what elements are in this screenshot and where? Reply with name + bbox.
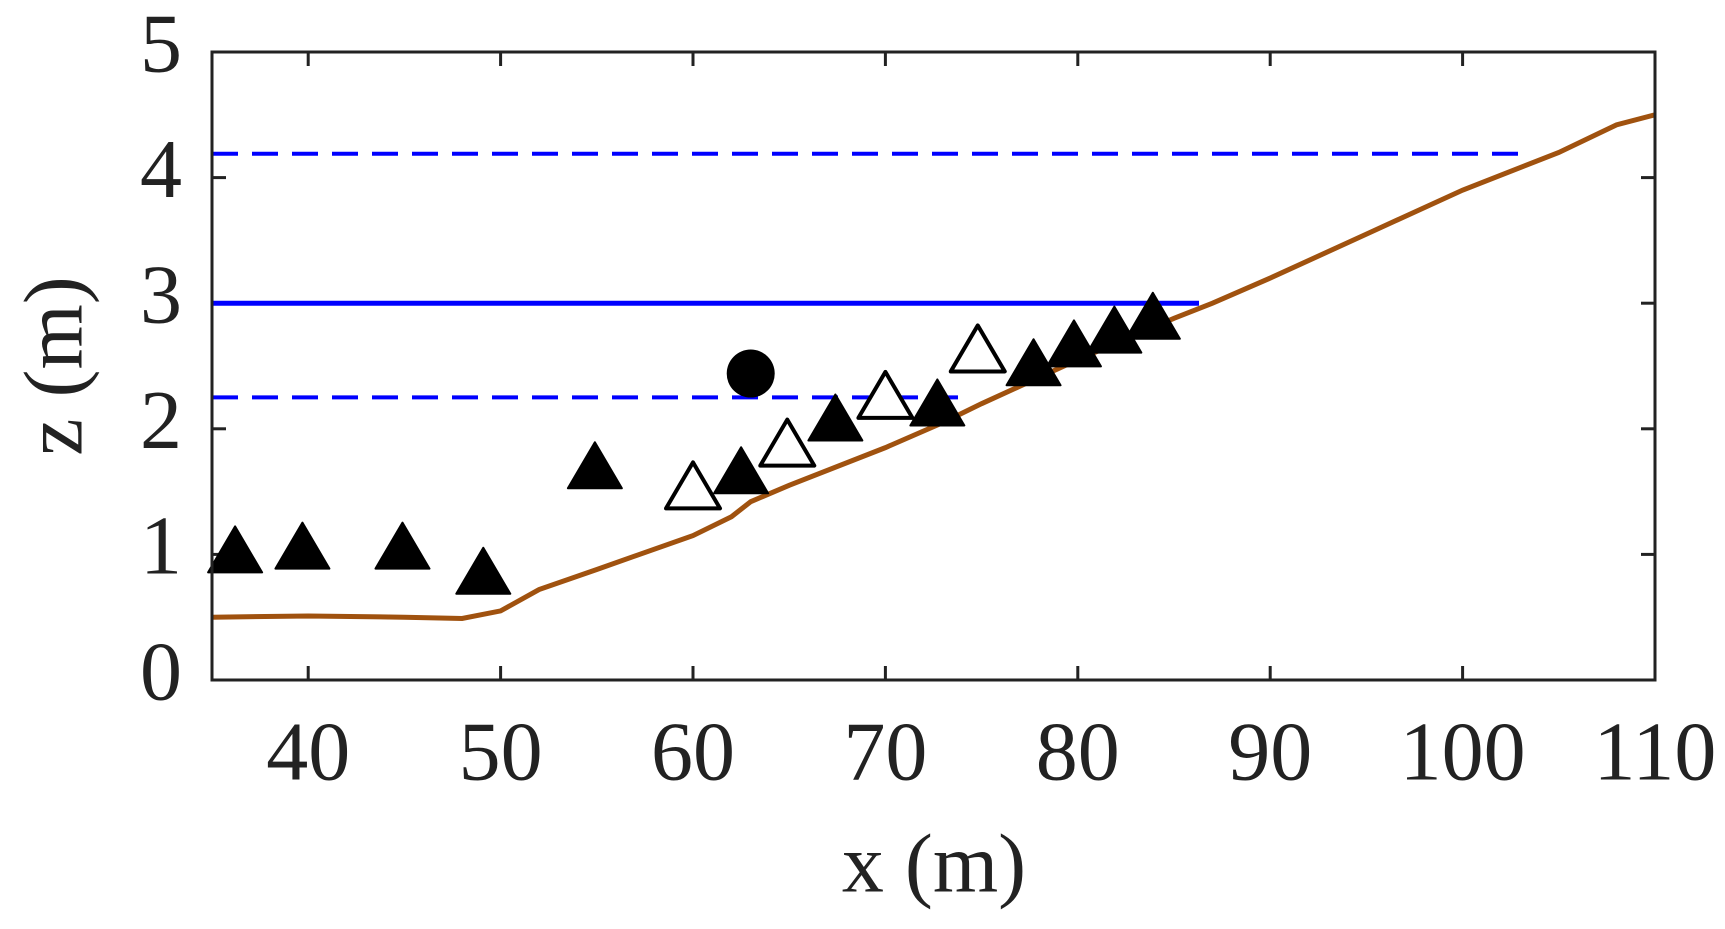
y-tick-label: 4: [140, 123, 182, 216]
triangle-marker: [1124, 291, 1181, 340]
x-tick-label: 90: [1228, 705, 1312, 798]
triangle-marker: [274, 521, 331, 570]
circle-marker: [726, 349, 775, 398]
y-tick-label: 0: [140, 625, 182, 718]
triangle-marker: [566, 441, 623, 490]
y-tick-label: 2: [140, 374, 182, 467]
triangle-marker: [909, 378, 966, 427]
triangle-marker: [807, 393, 864, 442]
triangle-marker: [1045, 319, 1102, 368]
x-tick-label: 40: [266, 705, 350, 798]
x-axis-label: x (m): [842, 817, 1026, 910]
triangle-marker: [856, 369, 915, 420]
y-tick-label: 5: [140, 0, 182, 90]
triangle-marker: [374, 521, 431, 570]
triangle-marker: [1005, 338, 1062, 387]
triangle-marker: [713, 446, 770, 495]
plot-frame: [210, 50, 1657, 682]
x-tick-label: 110: [1594, 705, 1717, 798]
triangle-marker: [1086, 305, 1143, 354]
x-tick-label: 70: [843, 705, 927, 798]
y-axis-label: z (m): [7, 276, 100, 456]
triangle-marker: [664, 460, 722, 511]
x-tick-label: 50: [459, 705, 543, 798]
triangle-marker: [455, 546, 512, 595]
series-line: [211, 112, 1656, 621]
triangle-marker: [948, 323, 1007, 374]
x-tick-label: 80: [1036, 705, 1120, 798]
y-tick-label: 3: [140, 248, 182, 341]
x-tick-label: 100: [1400, 705, 1526, 798]
x-tick-label: 60: [651, 705, 735, 798]
triangle-marker: [758, 417, 817, 468]
y-tick-label: 1: [140, 500, 182, 593]
triangle-marker: [207, 525, 264, 574]
